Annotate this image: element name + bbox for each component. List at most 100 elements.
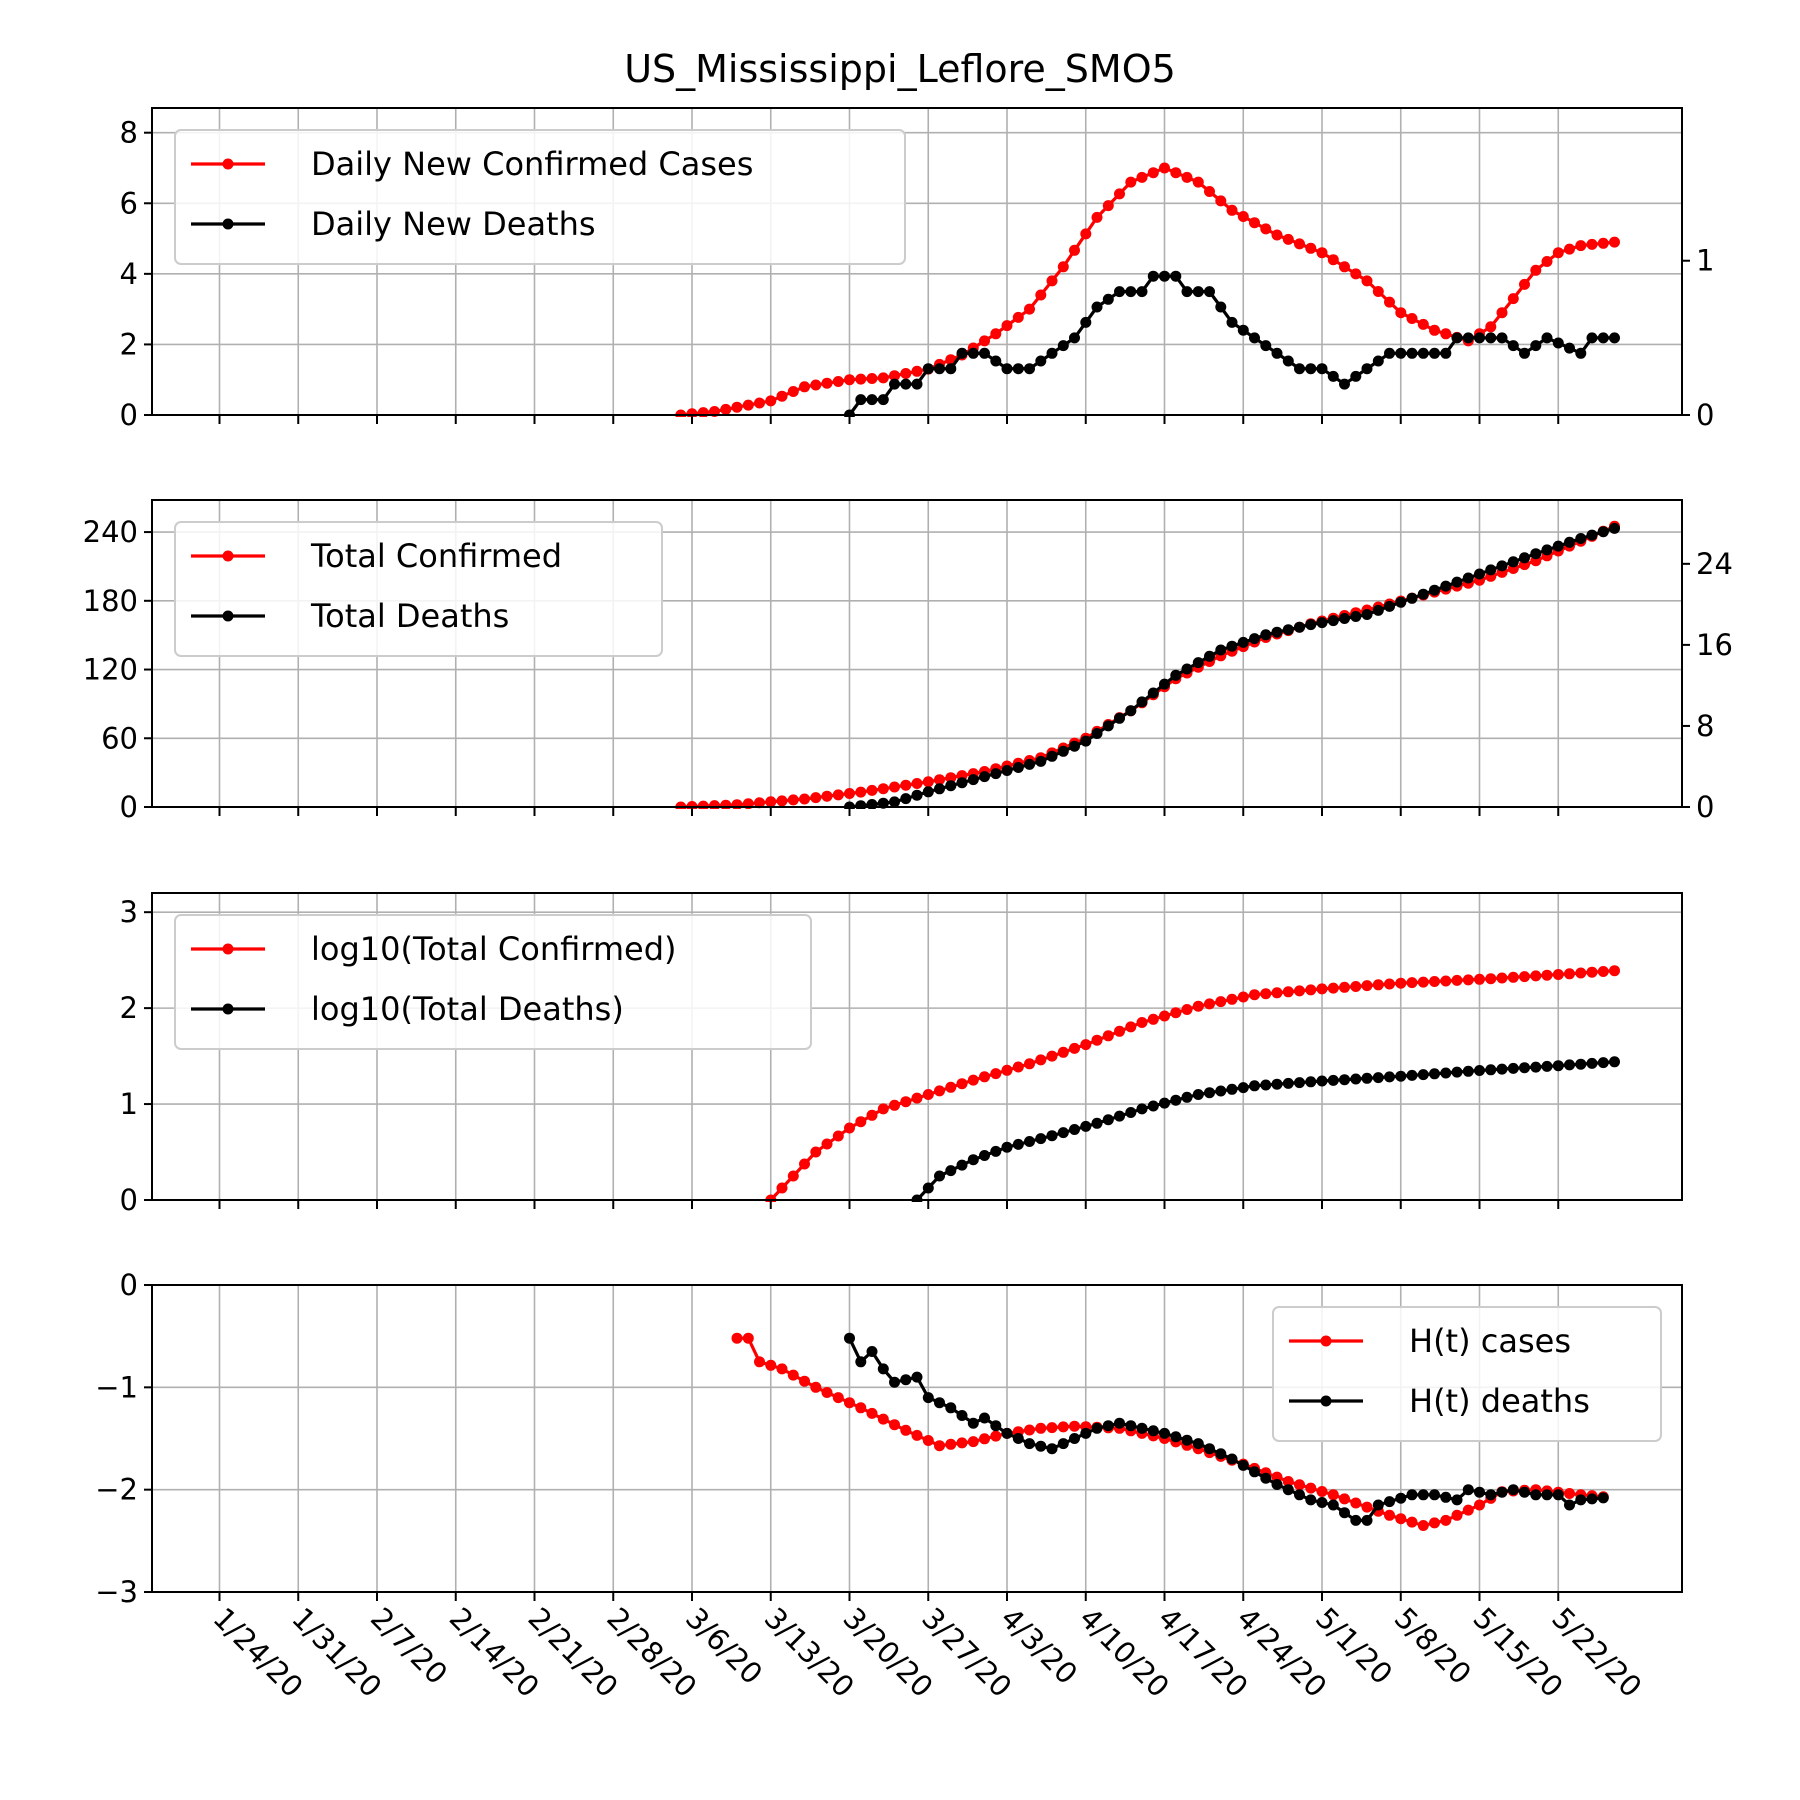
data-point: [731, 799, 743, 809]
data-point: [1440, 1067, 1452, 1079]
data-point: [889, 378, 900, 390]
data-point: [1136, 696, 1148, 708]
data-point: [1136, 171, 1148, 183]
data-point: [1012, 1138, 1024, 1150]
data-point: [1001, 1141, 1013, 1153]
data-point: [1046, 1130, 1058, 1142]
data-point: [1440, 580, 1452, 592]
data-point: [1001, 1064, 1013, 1076]
data-point: [1474, 1499, 1485, 1511]
data-point: [911, 1429, 923, 1441]
data-point: [911, 1371, 923, 1383]
data-point: [1125, 705, 1137, 717]
data-point: [1012, 1061, 1024, 1073]
data-point: [911, 365, 923, 377]
data-point: [1046, 750, 1058, 762]
y2-tick-label: 16: [1696, 628, 1733, 662]
data-point: [1316, 1075, 1328, 1087]
data-point: [1125, 1021, 1137, 1033]
data-point: [1102, 293, 1114, 305]
data-point: [1429, 1517, 1440, 1529]
data-point: [945, 1081, 957, 1093]
data-point: [1237, 324, 1249, 336]
data-point: [1316, 1497, 1328, 1508]
data-point: [1609, 332, 1620, 344]
data-point: [1260, 1079, 1272, 1091]
y-tick-label: 120: [83, 653, 138, 687]
data-point: [1451, 332, 1463, 344]
data-point: [1564, 1059, 1575, 1071]
data-point: [1204, 650, 1215, 662]
data-point: [1012, 1433, 1024, 1444]
data-point: [1181, 663, 1193, 675]
data-point: [1282, 624, 1294, 636]
data-point: [1294, 985, 1305, 997]
data-point: [1384, 347, 1395, 359]
data-point: [1406, 1516, 1418, 1528]
data-point: [911, 1092, 923, 1104]
data-point: [922, 1182, 934, 1194]
data-point: [1552, 1060, 1564, 1072]
y-tick-label: 2: [120, 991, 138, 1025]
data-point: [889, 1376, 900, 1388]
data-point: [1597, 332, 1609, 344]
legend-label: Total Deaths: [310, 597, 509, 635]
data-point: [1271, 1479, 1283, 1490]
data-point: [1395, 596, 1407, 608]
data-point: [1305, 363, 1317, 375]
data-point: [1384, 1496, 1395, 1508]
data-point: [1102, 1030, 1114, 1042]
data-point: [1440, 347, 1452, 359]
data-point: [1305, 1494, 1317, 1506]
data-point: [1462, 974, 1474, 986]
data-point: [1305, 984, 1317, 996]
data-point: [1564, 536, 1575, 548]
data-point: [1541, 332, 1553, 344]
y-tick-label: 8: [120, 116, 138, 150]
data-point: [754, 1356, 765, 1368]
data-point: [1136, 1017, 1148, 1028]
data-point: [1226, 640, 1238, 652]
data-point: [1316, 1486, 1328, 1497]
data-point: [1519, 347, 1530, 359]
data-point: [1575, 240, 1587, 252]
y-tick-label: 6: [120, 186, 138, 220]
data-point: [754, 797, 765, 809]
data-point: [1474, 568, 1485, 580]
data-point: [1226, 316, 1238, 328]
legend: Daily New Confirmed Cases Daily New Death…: [174, 129, 906, 265]
data-point: [1417, 318, 1429, 330]
data-point: [832, 376, 844, 387]
data-point: [1260, 1472, 1272, 1484]
data-point: [1406, 1069, 1418, 1081]
data-point: [945, 363, 957, 375]
data-point: [1507, 1484, 1519, 1496]
data-point: [1136, 1422, 1148, 1434]
data-point: [1069, 1042, 1080, 1054]
data-point: [1474, 1486, 1485, 1498]
data-point: [889, 1099, 900, 1111]
data-point: [1597, 1057, 1609, 1069]
data-point: [1192, 286, 1204, 298]
y-tick-label: −2: [95, 1473, 138, 1507]
series-line: [680, 524, 1616, 809]
legend-label: Daily New Deaths: [311, 205, 596, 243]
data-point: [1395, 1070, 1407, 1082]
legend-marker: [222, 610, 234, 622]
data-point: [900, 368, 912, 379]
data-point: [832, 1392, 844, 1404]
data-point: [956, 1410, 968, 1421]
data-point: [1147, 167, 1159, 179]
data-point: [787, 1369, 799, 1381]
data-point: [1046, 1422, 1058, 1434]
data-point: [1125, 176, 1137, 188]
series-group: [731, 1332, 1609, 1531]
data-point: [1496, 332, 1508, 344]
data-point: [1024, 1438, 1035, 1450]
data-point: [821, 1387, 833, 1398]
data-point: [945, 772, 957, 784]
data-point: [1519, 552, 1530, 564]
data-point: [1440, 975, 1452, 987]
data-point: [1249, 1466, 1260, 1478]
